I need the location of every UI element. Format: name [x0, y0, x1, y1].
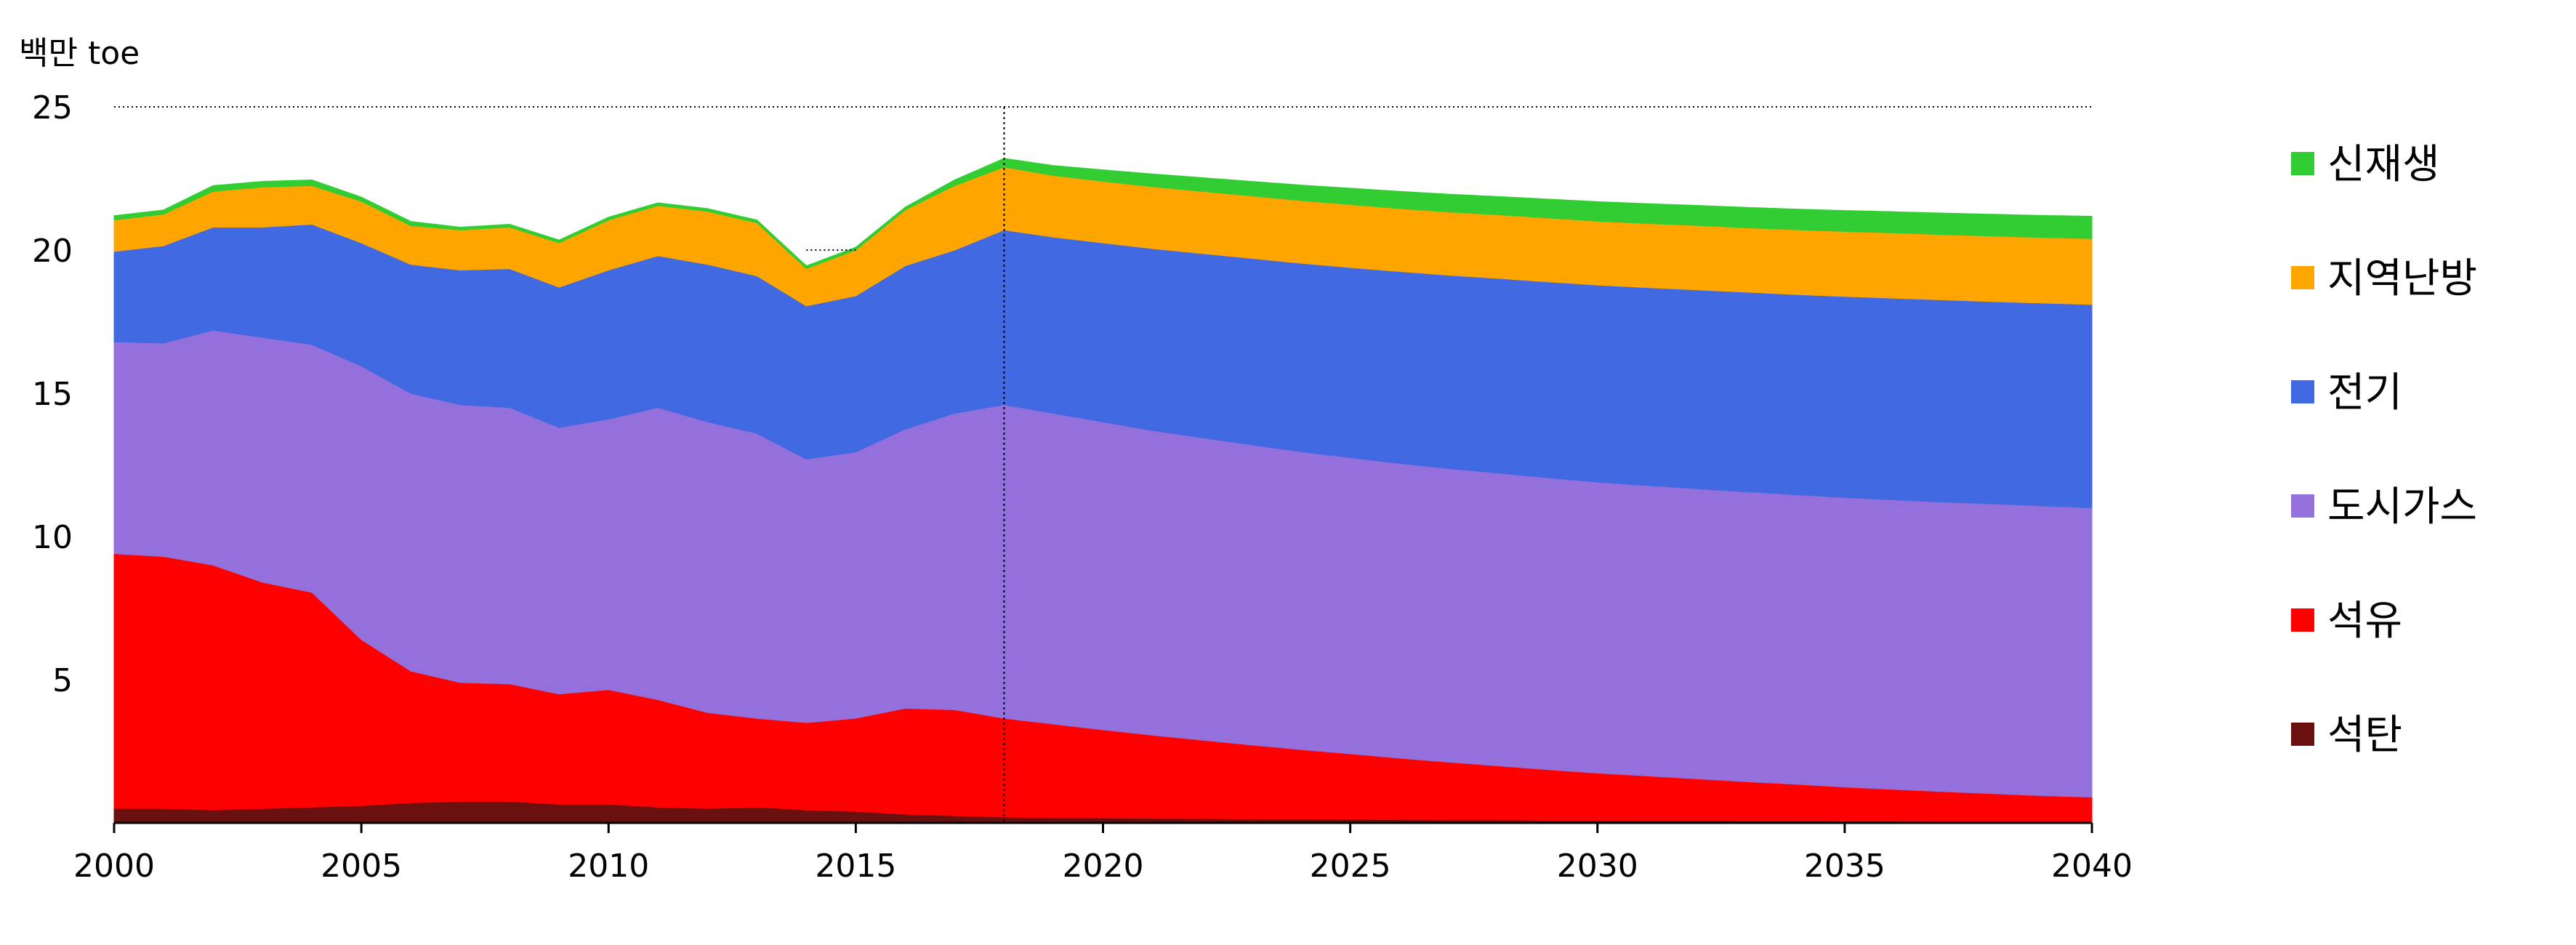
legend-swatch: [2291, 266, 2314, 289]
legend-swatch: [2291, 608, 2314, 632]
legend-label: 신재생: [2327, 141, 2440, 188]
legend-swatch: [2291, 723, 2314, 746]
legend-label: 석유: [2327, 598, 2402, 645]
area-series-5: [113, 158, 2093, 270]
x-tick-label-2020: 2020: [1063, 848, 1144, 885]
guide-lines: [114, 106, 2092, 823]
x-tick-label-2010: 2010: [568, 848, 649, 885]
x-tick-label-2025: 2025: [1310, 848, 1391, 885]
legend-swatch: [2291, 494, 2314, 518]
legend-label: 도시가스: [2327, 483, 2477, 531]
y-tick-label-15: 15: [32, 376, 73, 413]
x-tick-label-2005: 2005: [321, 848, 402, 885]
x-tick-label-2015: 2015: [815, 848, 896, 885]
x-tick-label-2030: 2030: [1557, 848, 1638, 885]
axes: 2000 2005 2010 2015 2020 2025 2030 2035 20405101…: [32, 89, 2133, 885]
legend-label: 석탄: [2327, 712, 2402, 759]
y-tick-label-5: 5: [52, 662, 73, 699]
x-tick-label-2000: 2000: [73, 848, 155, 885]
y-axis-unit-label: 백만 toe: [19, 35, 140, 72]
y-tick-label-20: 20: [32, 233, 73, 270]
y-tick-label-25: 25: [32, 89, 73, 126]
y-tick-label-10: 10: [32, 519, 73, 556]
legend-swatch: [2291, 152, 2314, 175]
legend-label: 전기: [2327, 369, 2402, 417]
area-series-group: [113, 158, 2093, 824]
x-tick-label-2040: 2040: [2051, 848, 2133, 885]
legend-swatch: [2291, 380, 2314, 403]
x-tick-label-2035: 2035: [1804, 848, 1885, 885]
legend-label: 지역난방: [2327, 255, 2477, 302]
